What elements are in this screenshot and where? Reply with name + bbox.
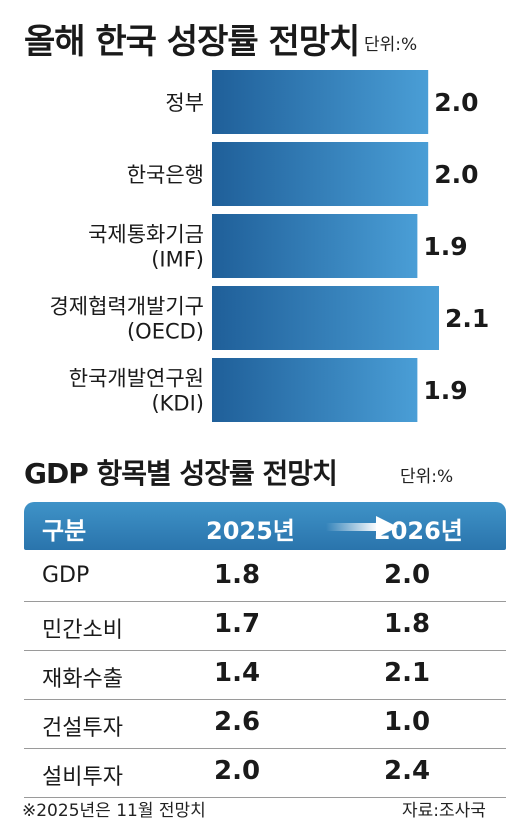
row-value-2025년: 2.6 [214, 707, 261, 737]
header-category: 구분 [42, 517, 87, 545]
row-value-2025년: 1.7 [214, 609, 261, 639]
chart-unit: 단위:% [364, 35, 418, 55]
row-label: GDP [42, 563, 90, 588]
bar-1 [212, 142, 429, 206]
bar-3 [212, 286, 439, 350]
chart-title: 올해 한국 성장률 전망치 [24, 22, 360, 62]
row-value-2025년: 2.0 [214, 756, 261, 786]
value-label-2: 1.9 [423, 232, 467, 261]
row-value-2025년: 1.4 [214, 658, 261, 688]
bar-4 [212, 358, 418, 422]
row-value-2025년: 1.8 [214, 560, 261, 590]
row-value-2026년: 2.4 [384, 756, 431, 786]
table-row: 건설투자 2.6 1.0 [24, 700, 506, 749]
row-value-2026년: 2.1 [384, 658, 431, 688]
category-label-3-0: 경제협력개발기구 [49, 295, 204, 319]
category-label-1-0: 한국은행 [127, 163, 204, 187]
category-label-0-0: 정부 [165, 91, 204, 115]
category-label-2-0: 국제통화기금 [88, 223, 204, 247]
row-value-2026년: 1.0 [384, 707, 431, 737]
category-label-3-1: (OECD) [127, 320, 204, 344]
value-label-0: 2.0 [434, 88, 478, 117]
bar-chart: 2.0 정부 2.0 한국은행 1.9 국제통화기금(IMF) 2.1 경제협력개발기구(OE… [49, 70, 489, 422]
source: 자료:조사국 [402, 801, 486, 821]
table-title: GDP 항목별 성장률 전망치 [24, 457, 338, 490]
table-row: GDP 1.8 2.0 [24, 553, 506, 602]
row-value-2026년: 2.0 [384, 560, 431, 590]
value-label-3: 2.1 [445, 304, 489, 333]
row-label: 재화수출 [42, 667, 123, 692]
table-header: 구분 2025년 2026년 [24, 502, 506, 550]
footnote: ※2025년은 11월 전망치 [22, 801, 206, 821]
table-unit: 단위:% [400, 467, 454, 487]
arrow-right-icon [326, 516, 398, 538]
value-label-4: 1.9 [423, 376, 467, 405]
header-2026: 2026년 [374, 517, 463, 545]
row-value-2026년: 1.8 [384, 609, 431, 639]
table-row: 설비투자 2.0 2.4 [24, 749, 506, 798]
table-row: 재화수출 1.4 2.1 [24, 651, 506, 700]
row-label: 설비투자 [42, 765, 123, 790]
header-2025: 2025년 [206, 517, 295, 545]
row-label: 건설투자 [42, 716, 123, 741]
bar-0 [212, 70, 429, 134]
table-row: 민간소비 1.7 1.8 [24, 602, 506, 651]
value-label-1: 2.0 [434, 160, 478, 189]
category-label-4-0: 한국개발연구원 [69, 367, 204, 391]
bar-2 [212, 214, 418, 278]
category-label-2-1: (IMF) [151, 248, 204, 272]
row-label: 민간소비 [42, 618, 123, 643]
category-label-4-1: (KDI) [151, 392, 204, 416]
